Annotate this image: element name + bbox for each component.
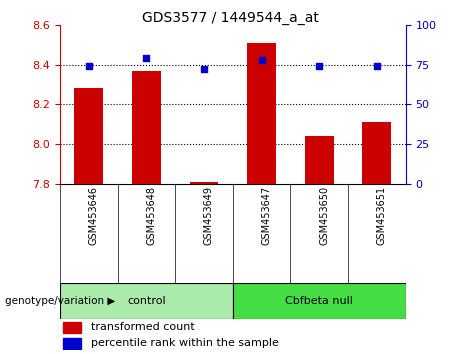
- Point: [373, 63, 381, 69]
- FancyBboxPatch shape: [60, 283, 233, 319]
- Bar: [74, 88, 103, 184]
- Bar: [362, 122, 391, 184]
- Text: Cbfbeta null: Cbfbeta null: [285, 296, 353, 306]
- Text: control: control: [127, 296, 165, 306]
- Text: GSM453646: GSM453646: [89, 186, 99, 245]
- Point: [142, 55, 150, 61]
- Text: genotype/variation ▶: genotype/variation ▶: [5, 296, 115, 306]
- Point: [258, 57, 266, 63]
- FancyBboxPatch shape: [233, 283, 406, 319]
- Text: GSM453650: GSM453650: [319, 186, 329, 245]
- Bar: [305, 136, 334, 184]
- Text: GSM453647: GSM453647: [262, 186, 272, 245]
- Bar: [64, 338, 81, 349]
- Text: GSM453651: GSM453651: [377, 186, 387, 245]
- Bar: [189, 182, 219, 184]
- Point: [315, 63, 323, 69]
- Point: [200, 67, 207, 72]
- Bar: [64, 322, 81, 333]
- Bar: [132, 70, 161, 184]
- Bar: [247, 43, 276, 184]
- Text: GSM453649: GSM453649: [204, 186, 214, 245]
- Text: GSM453648: GSM453648: [146, 186, 156, 245]
- Point: [85, 63, 92, 69]
- Text: percentile rank within the sample: percentile rank within the sample: [91, 338, 279, 348]
- Text: transformed count: transformed count: [91, 322, 195, 332]
- Text: GDS3577 / 1449544_a_at: GDS3577 / 1449544_a_at: [142, 11, 319, 25]
